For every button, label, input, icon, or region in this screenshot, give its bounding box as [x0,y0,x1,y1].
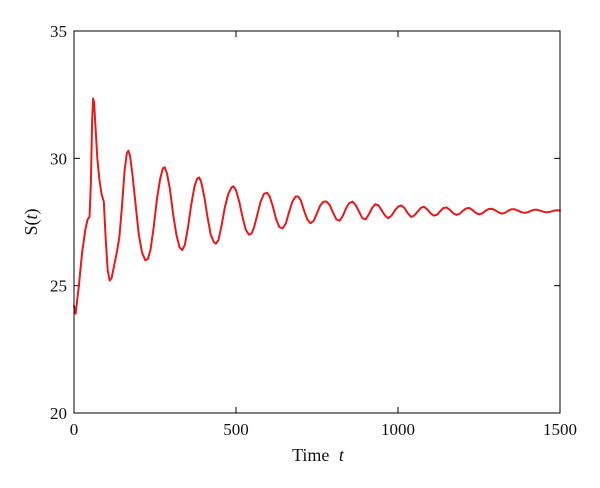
y-tick-label: 25 [50,277,67,296]
tick-labels-layer: 0 500 1000 1500 20 25 30 35 [50,22,577,439]
x-tick-label: 500 [223,420,249,439]
y-tick-label: 30 [50,149,67,168]
x-axis-title-prefix: Time [292,445,329,465]
x-axis-title: Time t [292,445,345,465]
series-layer [73,97,561,315]
y-axis-title-close: ) [21,208,42,214]
x-tick-label: 1500 [543,420,577,439]
y-axis-title-function: S( [21,220,42,236]
y-tick-label: 20 [50,404,67,423]
series-line [73,97,561,315]
x-tick-label: 0 [70,420,79,439]
y-axis-title: S(t) [21,208,42,235]
y-tick-label: 35 [50,22,67,41]
y-axis-title-variable: t [21,214,41,220]
ticks-layer [73,30,561,414]
x-tick-label: 1000 [381,420,415,439]
x-axis-title-variable: t [339,445,345,465]
plot-frame [73,30,561,414]
